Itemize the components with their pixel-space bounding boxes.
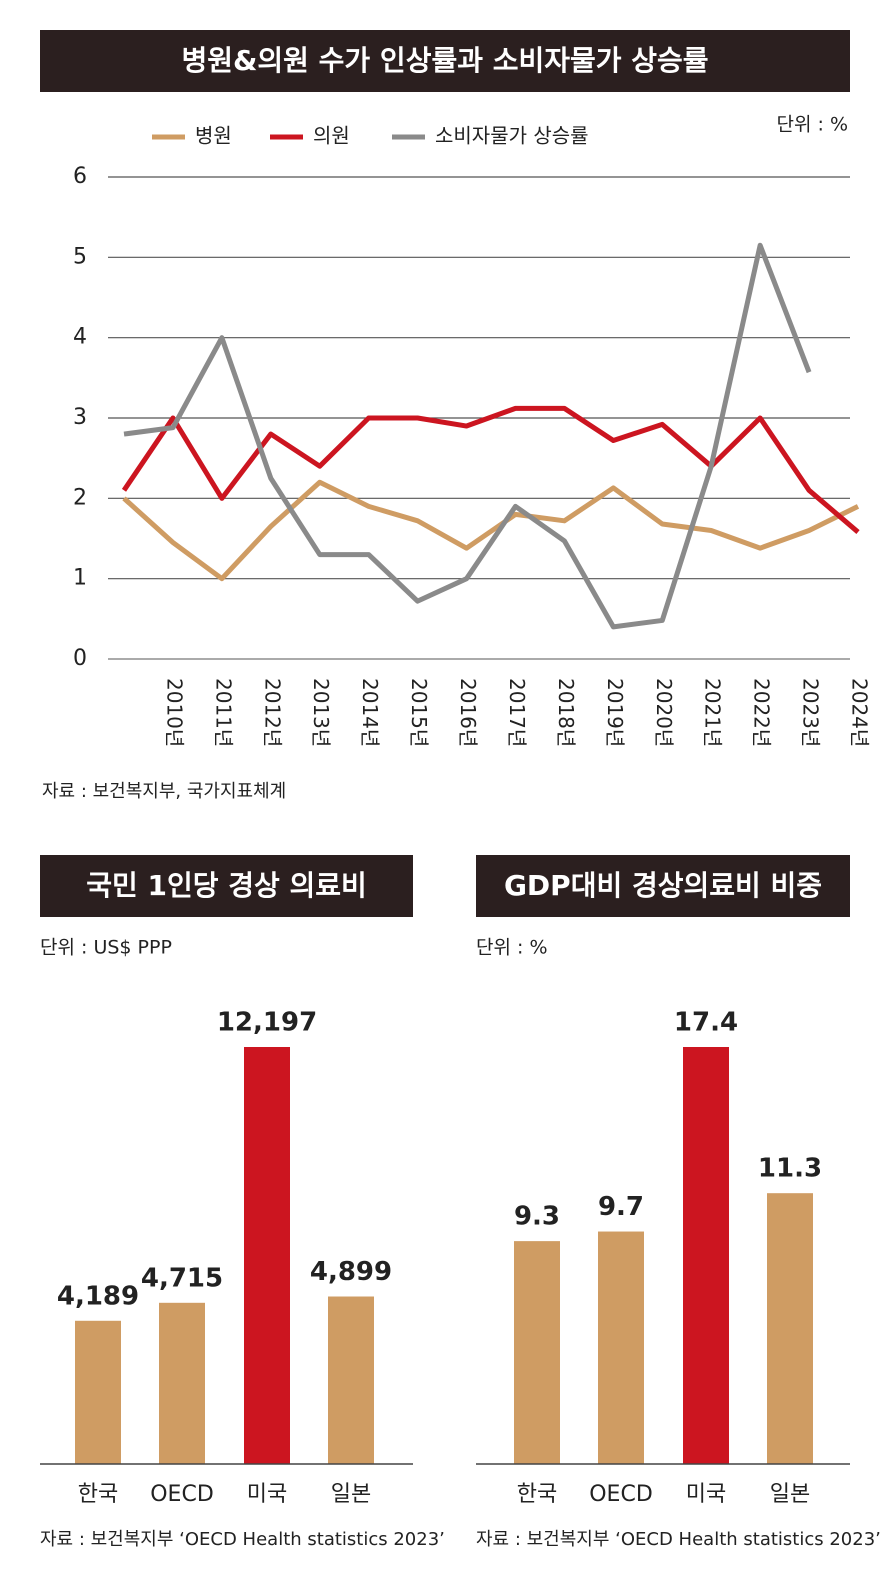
- unit-label: 단위 : %: [476, 937, 548, 959]
- y-tick-label: 1: [73, 566, 87, 591]
- x-tick-label: 2012년: [260, 678, 284, 747]
- x-tick-label: 일본: [770, 1482, 810, 1507]
- x-tick-label: 2013년: [309, 678, 333, 747]
- y-tick-label: 2: [73, 485, 87, 510]
- bar: [767, 1193, 813, 1464]
- chart-title: 병원&의원 수가 인상률과 소비자물가 상승률: [181, 44, 708, 77]
- chart-title: 국민 1인당 경상 의료비: [86, 869, 367, 902]
- value-label: 9.3: [514, 1202, 560, 1232]
- title-bar: [40, 855, 413, 917]
- bar: [598, 1231, 644, 1464]
- x-tick-label: OECD: [589, 1482, 653, 1507]
- bar: [683, 1047, 729, 1464]
- x-tick-label: OECD: [150, 1482, 214, 1507]
- value-label: 11.3: [758, 1154, 822, 1184]
- line-series: [122, 479, 860, 582]
- source: 자료 : 보건복지부 ‘OECD Health statistics 2023’: [40, 1529, 445, 1550]
- bar: [159, 1302, 205, 1464]
- source: 자료 : 보건복지부, 국가지표체계: [42, 781, 286, 802]
- x-tick-label: 2017년: [505, 678, 529, 747]
- x-tick-label: 한국: [78, 1482, 118, 1507]
- value-label: 9.7: [598, 1192, 644, 1222]
- title-bar: [476, 855, 850, 917]
- bar: [328, 1296, 374, 1464]
- line-series: [121, 405, 860, 534]
- source: 자료 : 보건복지부 ‘OECD Health statistics 2023’: [476, 1529, 881, 1550]
- x-tick-label: 2018년: [554, 678, 578, 747]
- x-tick-label: 2014년: [358, 678, 382, 747]
- x-tick-label: 2016년: [456, 678, 480, 747]
- x-tick-label: 2024년: [848, 678, 872, 747]
- y-tick-label: 6: [73, 164, 87, 189]
- title-bar: [40, 30, 850, 92]
- value-label: 4,189: [57, 1281, 139, 1311]
- y-tick-label: 5: [73, 244, 87, 269]
- y-tick-label: 0: [73, 646, 87, 671]
- value-label: 12,197: [217, 1008, 317, 1038]
- x-tick-label: 2015년: [407, 678, 431, 747]
- x-tick-label: 2011년: [211, 678, 235, 747]
- unit-label: 단위 : US$ PPP: [40, 937, 172, 959]
- bar: [514, 1241, 560, 1464]
- legend-label: 의원: [313, 124, 350, 148]
- line-series: [123, 242, 812, 630]
- value-label: 4,715: [141, 1263, 223, 1293]
- y-tick-label: 3: [73, 405, 87, 430]
- x-tick-label: 2020년: [652, 678, 676, 747]
- chart-title: GDP대비 경상의료비 비중: [504, 869, 822, 902]
- bar: [75, 1320, 121, 1464]
- x-tick-label: 2019년: [603, 678, 627, 747]
- x-tick-label: 한국: [517, 1482, 557, 1507]
- value-label: 4,899: [310, 1257, 392, 1287]
- x-tick-label: 미국: [686, 1482, 726, 1507]
- y-tick-label: 4: [73, 325, 87, 350]
- legend-label: 소비자물가 상승률: [435, 124, 589, 148]
- x-tick-label: 2021년: [701, 678, 725, 747]
- x-tick-label: 미국: [247, 1482, 287, 1507]
- x-tick-label: 2010년: [162, 678, 186, 747]
- unit-label: 단위 : %: [777, 114, 849, 136]
- x-tick-label: 2022년: [750, 678, 774, 747]
- value-label: 17.4: [674, 1008, 738, 1038]
- x-tick-label: 일본: [331, 1482, 371, 1507]
- x-tick-label: 2023년: [799, 678, 823, 747]
- legend-label: 병원: [195, 124, 232, 148]
- bar: [244, 1047, 290, 1464]
